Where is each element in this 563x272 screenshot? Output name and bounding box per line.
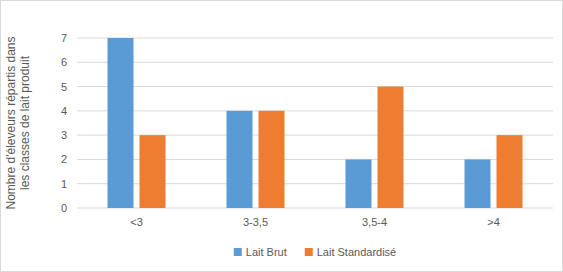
y-tick-label: 0 xyxy=(61,202,67,214)
bar xyxy=(227,111,253,208)
x-tick-label: 3-3,5 xyxy=(243,216,268,228)
x-tick-label: 3,5-4 xyxy=(362,216,387,228)
y-tick-label: 5 xyxy=(61,81,67,93)
y-axis-label: Nombre d'éleveurs répartis dansles class… xyxy=(4,36,32,209)
x-tick-label: >4 xyxy=(487,216,500,228)
bar xyxy=(378,87,404,208)
bar xyxy=(497,135,523,208)
y-tick-label: 2 xyxy=(61,153,67,165)
grid-line xyxy=(77,110,553,111)
y-tick-label: 1 xyxy=(61,178,67,190)
bars xyxy=(108,38,523,208)
grid-line xyxy=(77,86,553,87)
legend-swatch xyxy=(234,248,242,256)
chart: 0 1 2 3 4 5 6 7 <3 3-3,5 3,5-4 >4 Nombre d'éleveurs … xyxy=(0,0,563,272)
bar xyxy=(259,111,285,208)
legend-label: Lait Standardisé xyxy=(317,246,397,258)
bar xyxy=(465,159,491,208)
bar xyxy=(108,38,134,208)
y-tick-label: 7 xyxy=(61,32,67,44)
grid-line xyxy=(77,38,553,39)
bar xyxy=(346,159,372,208)
y-tick-label: 4 xyxy=(61,105,67,117)
legend-swatch xyxy=(305,248,313,256)
y-axis-label-line: Nombre d'éleveurs répartis dans xyxy=(4,36,18,209)
frame xyxy=(1,1,563,272)
legend: Lait Brut Lait Standardisé xyxy=(234,246,396,258)
grid-line xyxy=(77,62,553,63)
y-tick-label: 6 xyxy=(61,56,67,68)
y-axis-label-line: les classes de lait produit xyxy=(18,55,32,190)
bar xyxy=(140,135,166,208)
legend-label: Lait Brut xyxy=(246,246,287,258)
x-tick-label: <3 xyxy=(130,216,143,228)
y-tick-label: 3 xyxy=(61,129,67,141)
